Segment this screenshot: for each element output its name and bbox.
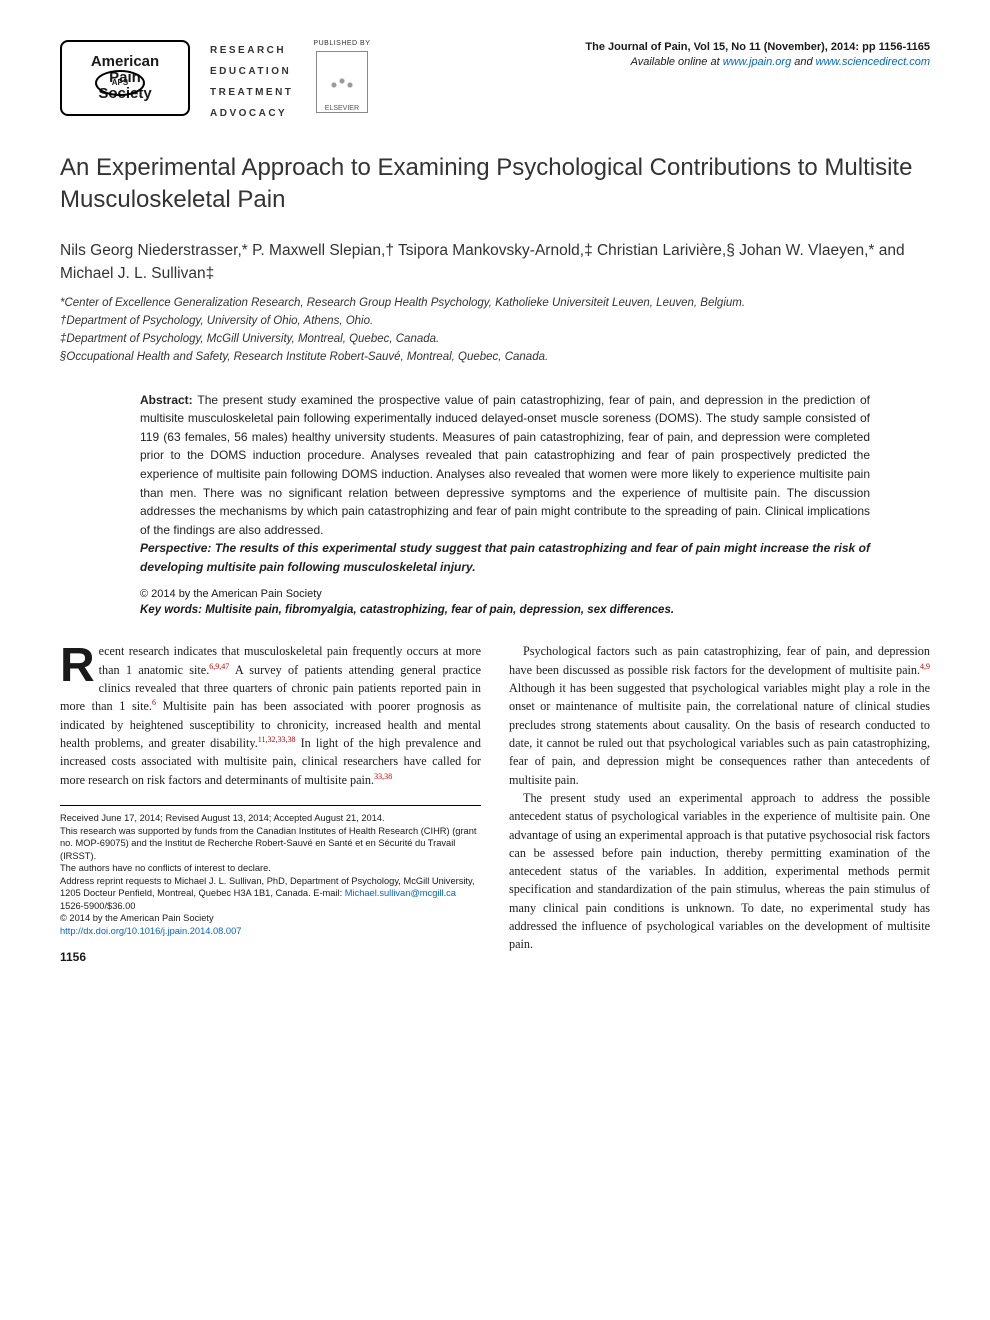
body-paragraph: Recent research indicates that musculosk… — [60, 642, 481, 789]
reta-line: EDUCATION — [210, 61, 293, 82]
elsevier-logo: ELSEVIER — [316, 51, 368, 113]
body-text: Although it has been suggested that psyc… — [509, 681, 930, 786]
author-list: Nils Georg Niederstrasser,* P. Maxwell S… — [60, 239, 930, 286]
availability-line: Available online at www.jpain.org and ww… — [585, 55, 930, 70]
received-dates: Received June 17, 2014; Revised August 1… — [60, 812, 481, 825]
aps-logo-line: American — [91, 54, 159, 70]
body-paragraph: Psychological factors such as pain catas… — [509, 642, 930, 788]
reprint-address: Address reprint requests to Michael J. L… — [60, 875, 481, 900]
affiliation-line: ‡Department of Psychology, McGill Univer… — [60, 331, 930, 349]
keywords: Key words: Multisite pain, fibromyalgia,… — [140, 604, 870, 616]
body-paragraph: The present study used an experimental a… — [509, 789, 930, 954]
abstract-copyright: © 2014 by the American Pain Society — [140, 588, 870, 600]
column-right: Psychological factors such as pain catas… — [509, 642, 930, 965]
publisher-block: PUBLISHED BY ELSEVIER — [313, 40, 370, 113]
elsevier-tree-icon — [322, 65, 362, 105]
funding-note: This research was supported by funds fro… — [60, 825, 481, 863]
page-header: American Pain Society APS RESEARCH EDUCA… — [60, 40, 930, 124]
sciencedirect-link[interactable]: www.sciencedirect.com — [816, 56, 930, 68]
conflicts-note: The authors have no conflicts of interes… — [60, 862, 481, 875]
doi-link[interactable]: http://dx.doi.org/10.1016/j.jpain.2014.0… — [60, 926, 241, 936]
perspective-body: The results of this experimental study s… — [140, 541, 870, 574]
jpain-link[interactable]: www.jpain.org — [723, 56, 791, 68]
affiliation-line: §Occupational Health and Safety, Researc… — [60, 349, 930, 367]
keywords-list: Multisite pain, fibromyalgia, catastroph… — [205, 604, 674, 616]
dropcap: R — [60, 642, 99, 687]
keywords-lead: Key words: — [140, 604, 205, 616]
footnote-copyright: © 2014 by the American Pain Society — [60, 912, 481, 925]
reta-line: RESEARCH — [210, 40, 293, 61]
elsevier-label: ELSEVIER — [325, 105, 359, 112]
reta-line: TREATMENT — [210, 82, 293, 103]
corresponding-email[interactable]: Michael.sullivan@mcgill.ca — [345, 888, 456, 898]
issn: 1526-5900/$36.00 — [60, 900, 481, 913]
body-columns: Recent research indicates that musculosk… — [60, 642, 930, 965]
affiliation-line: †Department of Psychology, University of… — [60, 313, 930, 331]
citation-ref[interactable]: 6,9,47 — [209, 662, 229, 671]
published-by-label: PUBLISHED BY — [313, 40, 370, 47]
avail-prefix: Available online at — [631, 56, 723, 68]
abstract: Abstract: The present study examined the… — [140, 391, 870, 577]
perspective-lead: Perspective: — [140, 541, 215, 555]
column-left: Recent research indicates that musculosk… — [60, 642, 481, 965]
journal-reference: The Journal of Pain, Vol 15, No 11 (Nove… — [585, 40, 930, 71]
abstract-body: The present study examined the prospecti… — [140, 393, 870, 537]
avail-mid: and — [791, 56, 815, 68]
abstract-lead: Abstract: — [140, 393, 197, 407]
citation-ref[interactable]: 11,32,33,38 — [258, 735, 296, 744]
page-number: 1156 — [60, 948, 481, 966]
reta-block: RESEARCH EDUCATION TREATMENT ADVOCACY — [210, 40, 293, 124]
aps-oval-icon: APS — [95, 70, 145, 96]
citation-ref[interactable]: 4,9 — [920, 662, 930, 671]
affiliations: *Center of Excellence Generalization Res… — [60, 295, 930, 366]
aps-logo: American Pain Society APS — [60, 40, 190, 116]
affiliation-line: *Center of Excellence Generalization Res… — [60, 295, 930, 313]
footnotes: Received June 17, 2014; Revised August 1… — [60, 805, 481, 937]
reta-line: ADVOCACY — [210, 103, 293, 124]
body-text: Psychological factors such as pain catas… — [509, 644, 930, 676]
article-title: An Experimental Approach to Examining Ps… — [60, 152, 930, 217]
journal-citation: The Journal of Pain, Vol 15, No 11 (Nove… — [585, 40, 930, 55]
citation-ref[interactable]: 33,38 — [374, 772, 392, 781]
